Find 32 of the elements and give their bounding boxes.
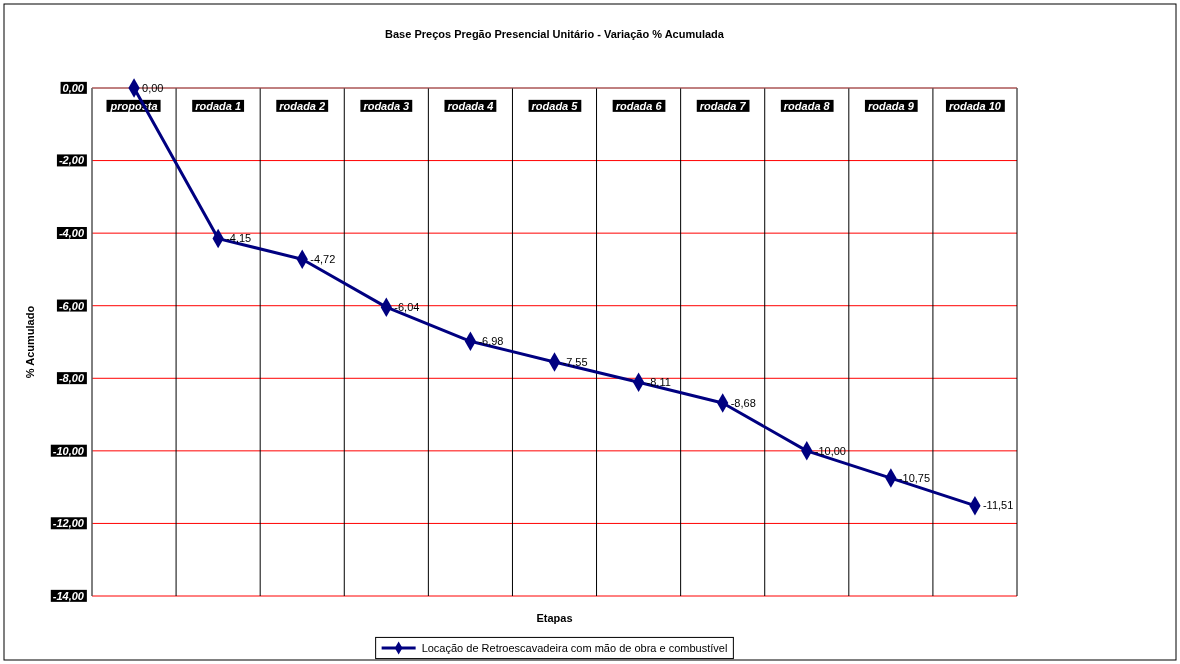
x-tick-label: rodada 1 (195, 99, 242, 112)
y-tick-label: -6,00 (58, 299, 85, 312)
y-tick-label: -8,00 (58, 372, 85, 385)
y-tick-label: -14,00 (52, 589, 85, 602)
x-tick-label: rodada 9 (867, 99, 915, 112)
data-label: -11,51 (982, 499, 1014, 512)
data-label: -8,68 (730, 396, 756, 409)
data-label: -10,75 (898, 471, 931, 484)
data-label: 0,00 (142, 81, 164, 94)
x-tick-label: rodada 4 (447, 99, 494, 112)
x-axis-title: Etapas (536, 612, 573, 624)
data-label: -7,55 (562, 355, 588, 368)
data-label: -8,11 (646, 376, 671, 389)
data-label: -4,72 (310, 253, 336, 266)
chart-title: Base Preços Pregão Presencial Unitário - Variação % Acumulada (385, 28, 725, 40)
y-tick-label: -4,00 (58, 226, 85, 239)
legend-label: Locação de Retroescavadeira com mão de obra e combustível (421, 641, 728, 654)
x-tick-label: proposta (109, 99, 158, 112)
x-tick-label: rodada 8 (783, 99, 831, 112)
x-tick-label: rodada 3 (363, 99, 410, 112)
data-label: -4,15 (226, 232, 252, 245)
x-tick-label: rodada 2 (279, 99, 326, 112)
x-tick-label: rodada 7 (699, 99, 747, 112)
x-tick-label: rodada 6 (615, 99, 663, 112)
y-tick-label: -2,00 (58, 154, 85, 167)
data-label: -6,98 (478, 335, 504, 348)
y-tick-label: -12,00 (52, 517, 85, 530)
y-axis-title: % Acumulado (24, 305, 36, 379)
x-tick-label: rodada 5 (531, 99, 579, 112)
x-tick-label: rodada 10 (948, 99, 1002, 112)
y-tick-label: -10,00 (52, 444, 85, 457)
y-tick-label: 0,00 (62, 81, 85, 94)
